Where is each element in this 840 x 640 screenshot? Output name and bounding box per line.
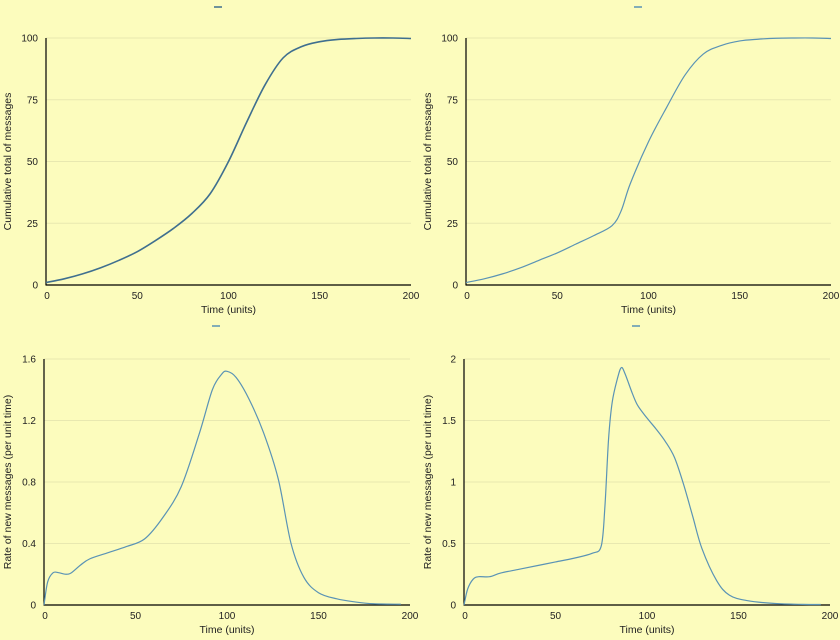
x-tick-label: 200 xyxy=(403,291,420,302)
x-tick-label: 150 xyxy=(311,291,328,302)
y-tick-label: 0.5 xyxy=(442,539,456,550)
x-tick-label: 0 xyxy=(464,291,470,302)
x-tick-label: 100 xyxy=(639,611,656,622)
x-tick-label: 150 xyxy=(310,611,327,622)
y-tick-label: 0 xyxy=(32,281,38,292)
x-tick-label: 100 xyxy=(640,291,657,302)
chart-rate-spike: 0 0.5 1 1.5 2 0 50 100 150 200 Time (units) Rate of… xyxy=(422,325,839,636)
y-tick-label: 1 xyxy=(450,478,456,489)
chart-rate-smooth: 0 0.4 0.8 1.2 1.6 0 50 100 150 200 Time (units) Rat… xyxy=(2,325,419,636)
x-tick-label: 0 xyxy=(42,611,48,622)
chart-cumulative-smooth: 0 25 50 75 100 0 50 100 150 200 Time (units) Cumula… xyxy=(2,6,420,316)
x-tick-label: 50 xyxy=(550,611,562,622)
y-tick-label: 2 xyxy=(450,355,456,366)
y-tick-label: 50 xyxy=(27,157,39,168)
series-line-rate xyxy=(463,366,821,606)
y-tick-label: 0 xyxy=(452,281,458,292)
x-tick-label: 150 xyxy=(731,291,748,302)
y-tick-label: 50 xyxy=(447,157,459,168)
y-tick-label: 0.4 xyxy=(22,539,36,550)
y-tick-label: 1.5 xyxy=(442,416,456,427)
x-axis-label: Time (units) xyxy=(621,304,676,316)
y-axis-label: Cumulative total of messages xyxy=(2,93,14,231)
y-tick-label: 100 xyxy=(21,34,38,45)
y-tick-label: 1.6 xyxy=(22,355,36,366)
series-line-cumulative xyxy=(465,37,832,284)
y-tick-label: 1.2 xyxy=(22,416,36,427)
x-tick-label: 100 xyxy=(220,291,237,302)
y-axis-label: Rate of new messages (per unit time) xyxy=(422,395,434,570)
series-line-cumulative xyxy=(45,37,412,284)
x-axis-label: Time (units) xyxy=(199,624,254,636)
y-axis-label: Rate of new messages (per unit time) xyxy=(2,395,14,570)
y-tick-label: 0 xyxy=(30,601,36,612)
x-tick-label: 0 xyxy=(44,291,50,302)
x-tick-label: 0 xyxy=(462,611,468,622)
chart-cumulative-kinked: 0 25 50 75 100 0 50 100 150 200 Time (units) Cumula… xyxy=(422,6,840,316)
y-tick-label: 25 xyxy=(447,219,459,230)
y-tick-label: 0.8 xyxy=(22,478,36,489)
x-tick-label: 200 xyxy=(823,291,840,302)
x-tick-label: 50 xyxy=(132,291,144,302)
x-axis-label: Time (units) xyxy=(201,304,256,316)
x-tick-label: 50 xyxy=(130,611,142,622)
y-tick-label: 25 xyxy=(27,219,39,230)
y-axis-label: Cumulative total of messages xyxy=(422,93,434,231)
y-tick-label: 0 xyxy=(450,601,456,612)
series-line-rate xyxy=(43,370,401,606)
x-tick-label: 50 xyxy=(552,291,564,302)
x-tick-label: 100 xyxy=(219,611,236,622)
x-tick-label: 200 xyxy=(402,611,419,622)
y-tick-label: 100 xyxy=(441,34,458,45)
x-tick-label: 200 xyxy=(822,611,839,622)
x-axis-label: Time (units) xyxy=(619,624,674,636)
y-tick-label: 75 xyxy=(447,95,459,106)
y-tick-label: 75 xyxy=(27,95,39,106)
x-tick-label: 150 xyxy=(730,611,747,622)
